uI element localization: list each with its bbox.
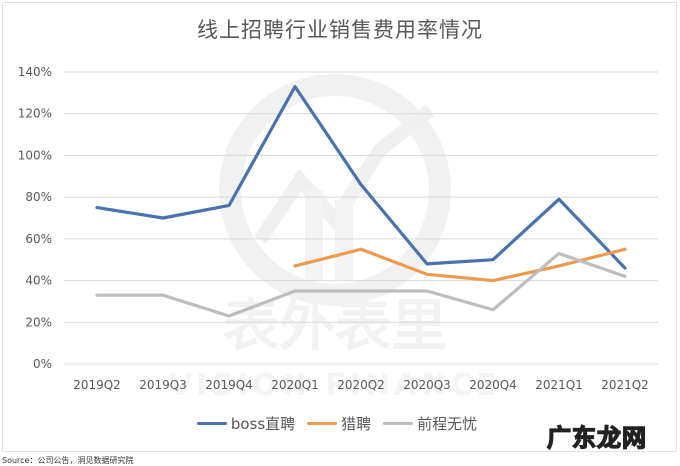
y-tick-label: 80%	[25, 190, 52, 204]
y-tick-label: 0%	[33, 357, 52, 371]
legend-item-liepin[interactable]: 猎聘	[307, 413, 371, 434]
legend: boss直聘 猎聘 前程无忧	[0, 413, 680, 434]
chart-title: 线上招聘行业销售费用率情况	[197, 18, 483, 42]
x-tick-label: 2020Q4	[469, 378, 517, 392]
series-line-2[interactable]	[95, 251, 627, 318]
y-tick-label: 40%	[25, 274, 52, 288]
source-note: Source：公司公告，洞见数据研究院	[2, 456, 134, 465]
series-line-0[interactable]	[95, 84, 627, 270]
x-tick-label: 2019Q2	[73, 378, 121, 392]
x-tick-label: 2021Q1	[535, 378, 583, 392]
y-tick-label: 60%	[25, 232, 52, 246]
x-tick-label: 2020Q3	[403, 378, 451, 392]
legend-label-boss: boss直聘	[230, 415, 296, 433]
series-line-1[interactable]	[293, 247, 627, 283]
legend-label-51job: 前程无忧	[417, 415, 478, 433]
corner-stamp: 广东龙网	[546, 423, 647, 452]
y-tick-label: 100%	[18, 148, 52, 162]
x-tick-label: 2021Q2	[601, 378, 649, 392]
x-tick-label: 2020Q2	[337, 378, 385, 392]
x-tick-label: 2020Q1	[271, 378, 319, 392]
legend-swatch-liepin	[307, 422, 338, 425]
legend-item-boss[interactable]: boss直聘	[196, 413, 296, 434]
legend-swatch-51job	[383, 422, 414, 425]
y-tick-label: 20%	[25, 315, 52, 329]
y-tick-label: 120%	[18, 107, 52, 121]
x-tick-label: 2019Q3	[139, 378, 187, 392]
legend-label-liepin: 猎聘	[341, 415, 372, 433]
y-tick-label: 140%	[18, 65, 52, 79]
legend-swatch-boss	[196, 422, 227, 425]
legend-item-51job[interactable]: 前程无忧	[383, 413, 477, 434]
x-tick-label: 2019Q4	[205, 378, 253, 392]
